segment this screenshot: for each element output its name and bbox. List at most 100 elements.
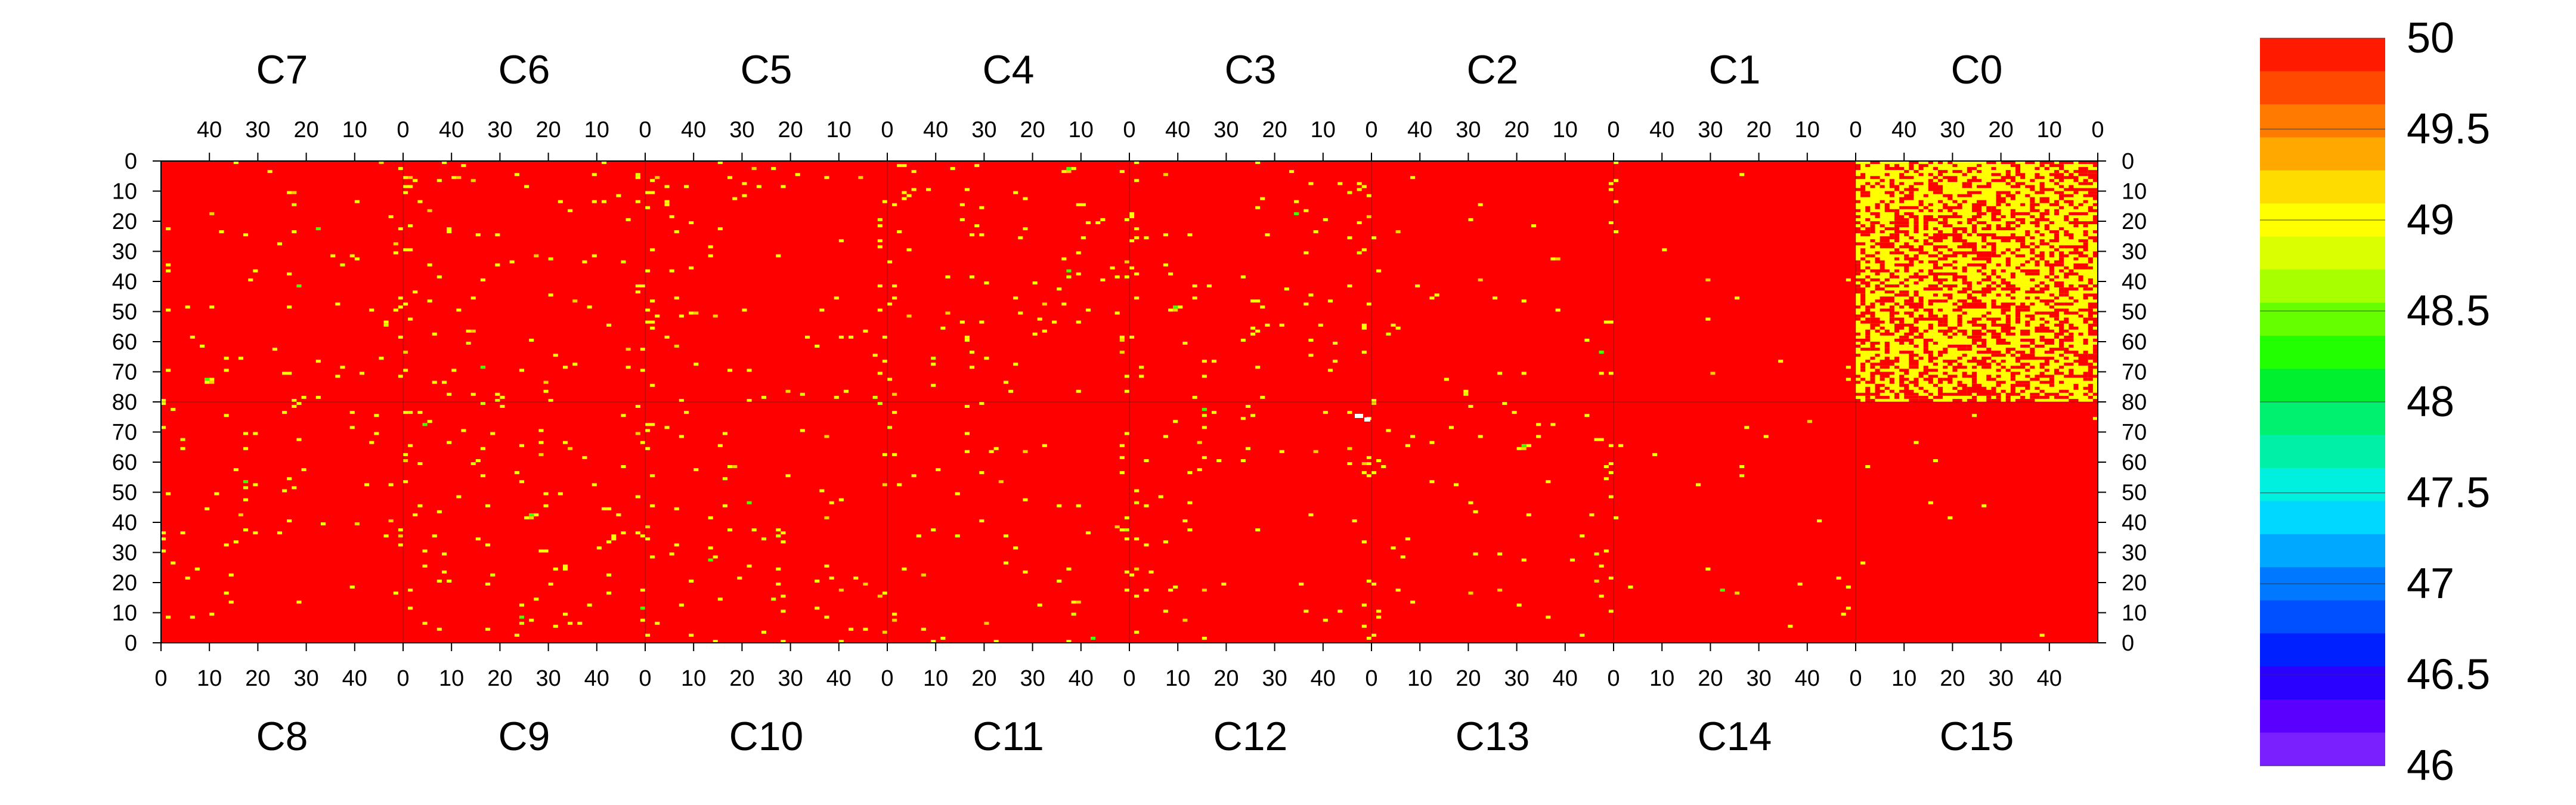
- chip-label-c2: C2: [1467, 47, 1519, 92]
- left-row-tick-label: 20: [112, 209, 137, 234]
- bottom-col-tick-label: 40: [2037, 666, 2062, 691]
- top-col-tick-label: 10: [1795, 117, 1820, 143]
- chip-label-c15: C15: [1940, 714, 2014, 759]
- chip-label-c7: C7: [256, 47, 308, 92]
- hot-chip-red-pixels: [1856, 161, 2098, 402]
- top-col-tick-label: 40: [923, 117, 948, 143]
- left-row-tick-label: 30: [112, 541, 137, 566]
- colorbar-segment: [2260, 600, 2385, 634]
- top-col-tick-label: 40: [1407, 117, 1432, 143]
- chip-label-c5: C5: [741, 47, 792, 92]
- colorbar-segment: [2260, 633, 2385, 667]
- bottom-col-tick-label: 0: [397, 666, 409, 691]
- color-scale: 50 49.5 49 48.5 48 47.5 47 46.5 46: [2260, 14, 2490, 789]
- top-col-tick-label: 0: [397, 117, 409, 143]
- bottom-col-tick-label: 20: [1698, 666, 1723, 691]
- chip-label-c0: C0: [1951, 47, 2003, 92]
- bottom-col-tick-label: 30: [1988, 666, 2013, 691]
- right-row-tick-label: 10: [2122, 601, 2147, 626]
- top-col-tick-label: 40: [439, 117, 464, 143]
- right-row-tick-label: 0: [2122, 631, 2134, 656]
- colorbar-segment: [2260, 467, 2385, 501]
- colorbar-segment: [2260, 170, 2385, 204]
- right-row-tick-label: 70: [2122, 420, 2147, 445]
- top-col-tick-label: 30: [1456, 117, 1481, 143]
- colorbar-segment: [2260, 666, 2385, 700]
- colorbar-tick-label: 47.5: [2407, 469, 2490, 517]
- left-row-tick-label: 70: [112, 360, 137, 385]
- top-col-tick-label: 10: [342, 117, 367, 143]
- colorbar-segment: [2260, 534, 2385, 568]
- bottom-col-tick-label: 0: [154, 666, 167, 691]
- top-col-tick-label: 40: [681, 117, 706, 143]
- left-row-tick-label: 10: [112, 179, 137, 205]
- right-row-tick-label: 20: [2122, 571, 2147, 596]
- bottom-col-tick-label: 30: [778, 666, 803, 691]
- right-row-tick-label: 30: [2122, 240, 2147, 265]
- top-col-tick-label: 10: [1553, 117, 1578, 143]
- top-col-tick-label: 10: [2037, 117, 2062, 143]
- top-col-tick-label: 0: [639, 117, 651, 143]
- chip-label-c4: C4: [983, 47, 1035, 92]
- bottom-col-tick-label: 0: [1607, 666, 1620, 691]
- chip-label-c6: C6: [499, 47, 550, 92]
- bottom-col-tick-label: 20: [971, 666, 996, 691]
- top-col-tick-label: 20: [1504, 117, 1529, 143]
- right-row-tick-label: 30: [2122, 541, 2147, 566]
- colorbar-segment: [2260, 270, 2385, 304]
- colorbar-tick-label: 49: [2407, 196, 2454, 244]
- colorbar-tick-label: 48.5: [2407, 287, 2490, 335]
- colorbar-segment: [2260, 71, 2385, 105]
- chip-label-c13: C13: [1456, 714, 1530, 759]
- chip-label-c9: C9: [499, 714, 550, 759]
- colorbar-segment: [2260, 104, 2385, 138]
- top-col-tick-label: 30: [971, 117, 996, 143]
- right-row-tick-label: 40: [2122, 270, 2147, 295]
- colorbar-tick-label: 48: [2407, 378, 2454, 426]
- left-row-tick-label: 60: [112, 330, 137, 355]
- right-row-tick-label: 20: [2122, 209, 2147, 234]
- colorbar-tick-label: 47: [2407, 560, 2454, 608]
- colorbar-segment: [2260, 336, 2385, 370]
- top-col-tick-label: 20: [1988, 117, 2013, 143]
- chip-label-c11: C11: [973, 714, 1044, 759]
- colorbar-segment: [2260, 369, 2385, 402]
- colorbar-tick-label: 46.5: [2407, 651, 2490, 699]
- top-col-tick-label: 20: [293, 117, 318, 143]
- top-col-tick-label: 10: [584, 117, 609, 143]
- top-col-tick-label: 20: [1020, 117, 1045, 143]
- left-row-tick-label: 20: [112, 571, 137, 596]
- colorbar-segment: [2260, 236, 2385, 270]
- bottom-col-tick-label: 10: [681, 666, 706, 691]
- chip-labels: C7 C6 C5 C4 C3 C2 C1 C0 C8 C9 C10 C11 C12 C13 C14 C15: [256, 47, 2014, 759]
- right-row-tick-label: 50: [2122, 300, 2147, 325]
- top-col-tick-label: 0: [1607, 117, 1620, 143]
- top-col-tick-label: 0: [1123, 117, 1135, 143]
- bottom-col-tick-label: 40: [584, 666, 609, 691]
- colorbar-segment: [2260, 435, 2385, 469]
- top-col-tick-label: 30: [1698, 117, 1723, 143]
- top-col-tick-label: 30: [1940, 117, 1965, 143]
- colorbar-segment: [2260, 501, 2385, 535]
- left-row-tick-label: 50: [112, 481, 137, 506]
- bottom-col-tick-label: 0: [1849, 666, 1862, 691]
- bottom-col-tick-label: 10: [1165, 666, 1190, 691]
- bottom-col-tick-label: 10: [197, 666, 222, 691]
- right-row-tick-label: 70: [2122, 360, 2147, 385]
- top-col-tick-label: 0: [1849, 117, 1862, 143]
- colorbar-tick-label: 46: [2407, 742, 2454, 789]
- right-row-tick-label: 0: [2122, 149, 2134, 174]
- right-row-tick-label: 60: [2122, 450, 2147, 475]
- bottom-col-tick-label: 20: [1456, 666, 1481, 691]
- bottom-col-tick-label: 0: [1365, 666, 1377, 691]
- left-row-tick-label: 30: [112, 240, 137, 265]
- bottom-col-tick-label: 0: [639, 666, 651, 691]
- bottom-col-tick-label: 10: [923, 666, 948, 691]
- top-col-tick-label: 0: [1365, 117, 1377, 143]
- right-row-tick-label: 60: [2122, 330, 2147, 355]
- bottom-col-tick-label: 30: [1020, 666, 1045, 691]
- right-row-tick-label: 40: [2122, 510, 2147, 535]
- left-row-tick-label: 0: [125, 631, 137, 656]
- bottom-col-tick-label: 10: [1407, 666, 1432, 691]
